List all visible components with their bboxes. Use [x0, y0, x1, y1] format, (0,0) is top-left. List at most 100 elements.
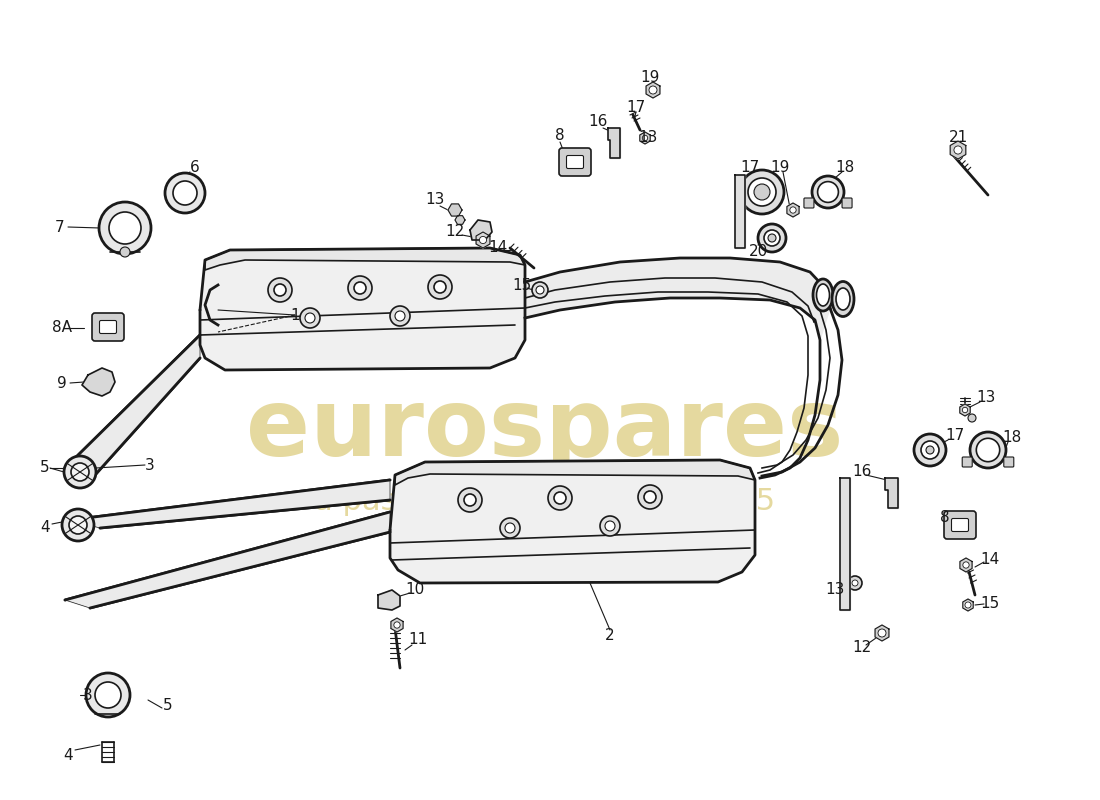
Text: 18: 18 — [835, 161, 855, 175]
Circle shape — [914, 434, 946, 466]
FancyBboxPatch shape — [92, 313, 124, 341]
Circle shape — [111, 330, 114, 333]
Circle shape — [107, 326, 110, 329]
Polygon shape — [82, 368, 116, 396]
Circle shape — [354, 282, 366, 294]
Text: 10: 10 — [406, 582, 425, 598]
Circle shape — [649, 86, 657, 94]
FancyBboxPatch shape — [804, 198, 814, 208]
Text: 13: 13 — [977, 390, 996, 406]
Polygon shape — [65, 512, 390, 608]
Circle shape — [812, 176, 844, 208]
Text: 15: 15 — [513, 278, 531, 293]
Circle shape — [966, 602, 970, 608]
Circle shape — [548, 486, 572, 510]
Circle shape — [977, 438, 1000, 462]
Circle shape — [962, 562, 969, 568]
Text: 8: 8 — [940, 510, 949, 526]
Text: 17: 17 — [945, 427, 965, 442]
FancyBboxPatch shape — [944, 511, 976, 539]
Circle shape — [173, 181, 197, 205]
Polygon shape — [840, 478, 850, 610]
Circle shape — [579, 157, 582, 159]
Text: 13: 13 — [825, 582, 845, 598]
Circle shape — [532, 282, 548, 298]
Circle shape — [569, 161, 572, 163]
Circle shape — [817, 182, 838, 202]
Circle shape — [764, 230, 780, 246]
Polygon shape — [960, 558, 972, 572]
Circle shape — [964, 527, 967, 530]
Circle shape — [579, 165, 582, 167]
Polygon shape — [470, 220, 492, 240]
Text: 12: 12 — [852, 641, 871, 655]
Circle shape — [101, 326, 104, 329]
Circle shape — [958, 527, 961, 530]
Polygon shape — [390, 460, 755, 583]
Text: 19: 19 — [640, 70, 660, 86]
Text: 6: 6 — [190, 161, 200, 175]
Polygon shape — [448, 204, 462, 216]
Text: 17: 17 — [626, 101, 646, 115]
Polygon shape — [395, 460, 755, 485]
Circle shape — [505, 523, 515, 533]
Circle shape — [107, 322, 110, 325]
Circle shape — [644, 491, 656, 503]
Text: 2: 2 — [605, 627, 615, 642]
Circle shape — [605, 521, 615, 531]
Text: 3: 3 — [145, 458, 155, 473]
Text: 14: 14 — [980, 553, 1000, 567]
Text: 9: 9 — [57, 375, 67, 390]
Text: 21: 21 — [948, 130, 968, 146]
Circle shape — [348, 276, 372, 300]
Circle shape — [569, 157, 572, 159]
FancyBboxPatch shape — [1004, 457, 1014, 467]
Circle shape — [573, 161, 576, 163]
Circle shape — [573, 157, 576, 159]
FancyBboxPatch shape — [99, 321, 117, 334]
Text: 15: 15 — [980, 595, 1000, 610]
Circle shape — [758, 224, 786, 252]
Circle shape — [748, 178, 775, 206]
Polygon shape — [200, 248, 525, 370]
Circle shape — [394, 622, 400, 628]
Circle shape — [434, 281, 446, 293]
Circle shape — [464, 494, 476, 506]
Circle shape — [600, 516, 620, 536]
Circle shape — [480, 237, 486, 243]
Circle shape — [99, 202, 151, 254]
Ellipse shape — [813, 279, 833, 311]
Circle shape — [390, 306, 410, 326]
Circle shape — [964, 523, 967, 526]
Circle shape — [954, 523, 957, 526]
Circle shape — [101, 322, 104, 325]
Circle shape — [968, 414, 976, 422]
Text: 13: 13 — [638, 130, 658, 146]
Polygon shape — [525, 258, 830, 340]
Polygon shape — [455, 216, 465, 224]
Circle shape — [86, 673, 130, 717]
Circle shape — [101, 330, 104, 333]
Circle shape — [962, 407, 968, 413]
Circle shape — [305, 313, 315, 323]
Polygon shape — [962, 599, 974, 611]
Circle shape — [921, 441, 939, 459]
Text: a passion for parts since 1985: a passion for parts since 1985 — [315, 487, 776, 517]
Text: 7: 7 — [55, 219, 65, 234]
Circle shape — [274, 284, 286, 296]
Circle shape — [638, 485, 662, 509]
Polygon shape — [786, 203, 799, 217]
Circle shape — [109, 212, 141, 244]
Polygon shape — [476, 232, 490, 248]
Text: 5: 5 — [163, 698, 173, 713]
Polygon shape — [960, 404, 970, 416]
Circle shape — [958, 523, 961, 526]
Polygon shape — [876, 625, 889, 641]
Text: 12: 12 — [446, 225, 464, 239]
FancyBboxPatch shape — [566, 155, 583, 169]
Ellipse shape — [816, 284, 829, 306]
Circle shape — [879, 630, 886, 637]
Circle shape — [458, 488, 482, 512]
Circle shape — [649, 86, 657, 94]
Text: 8: 8 — [556, 127, 564, 142]
